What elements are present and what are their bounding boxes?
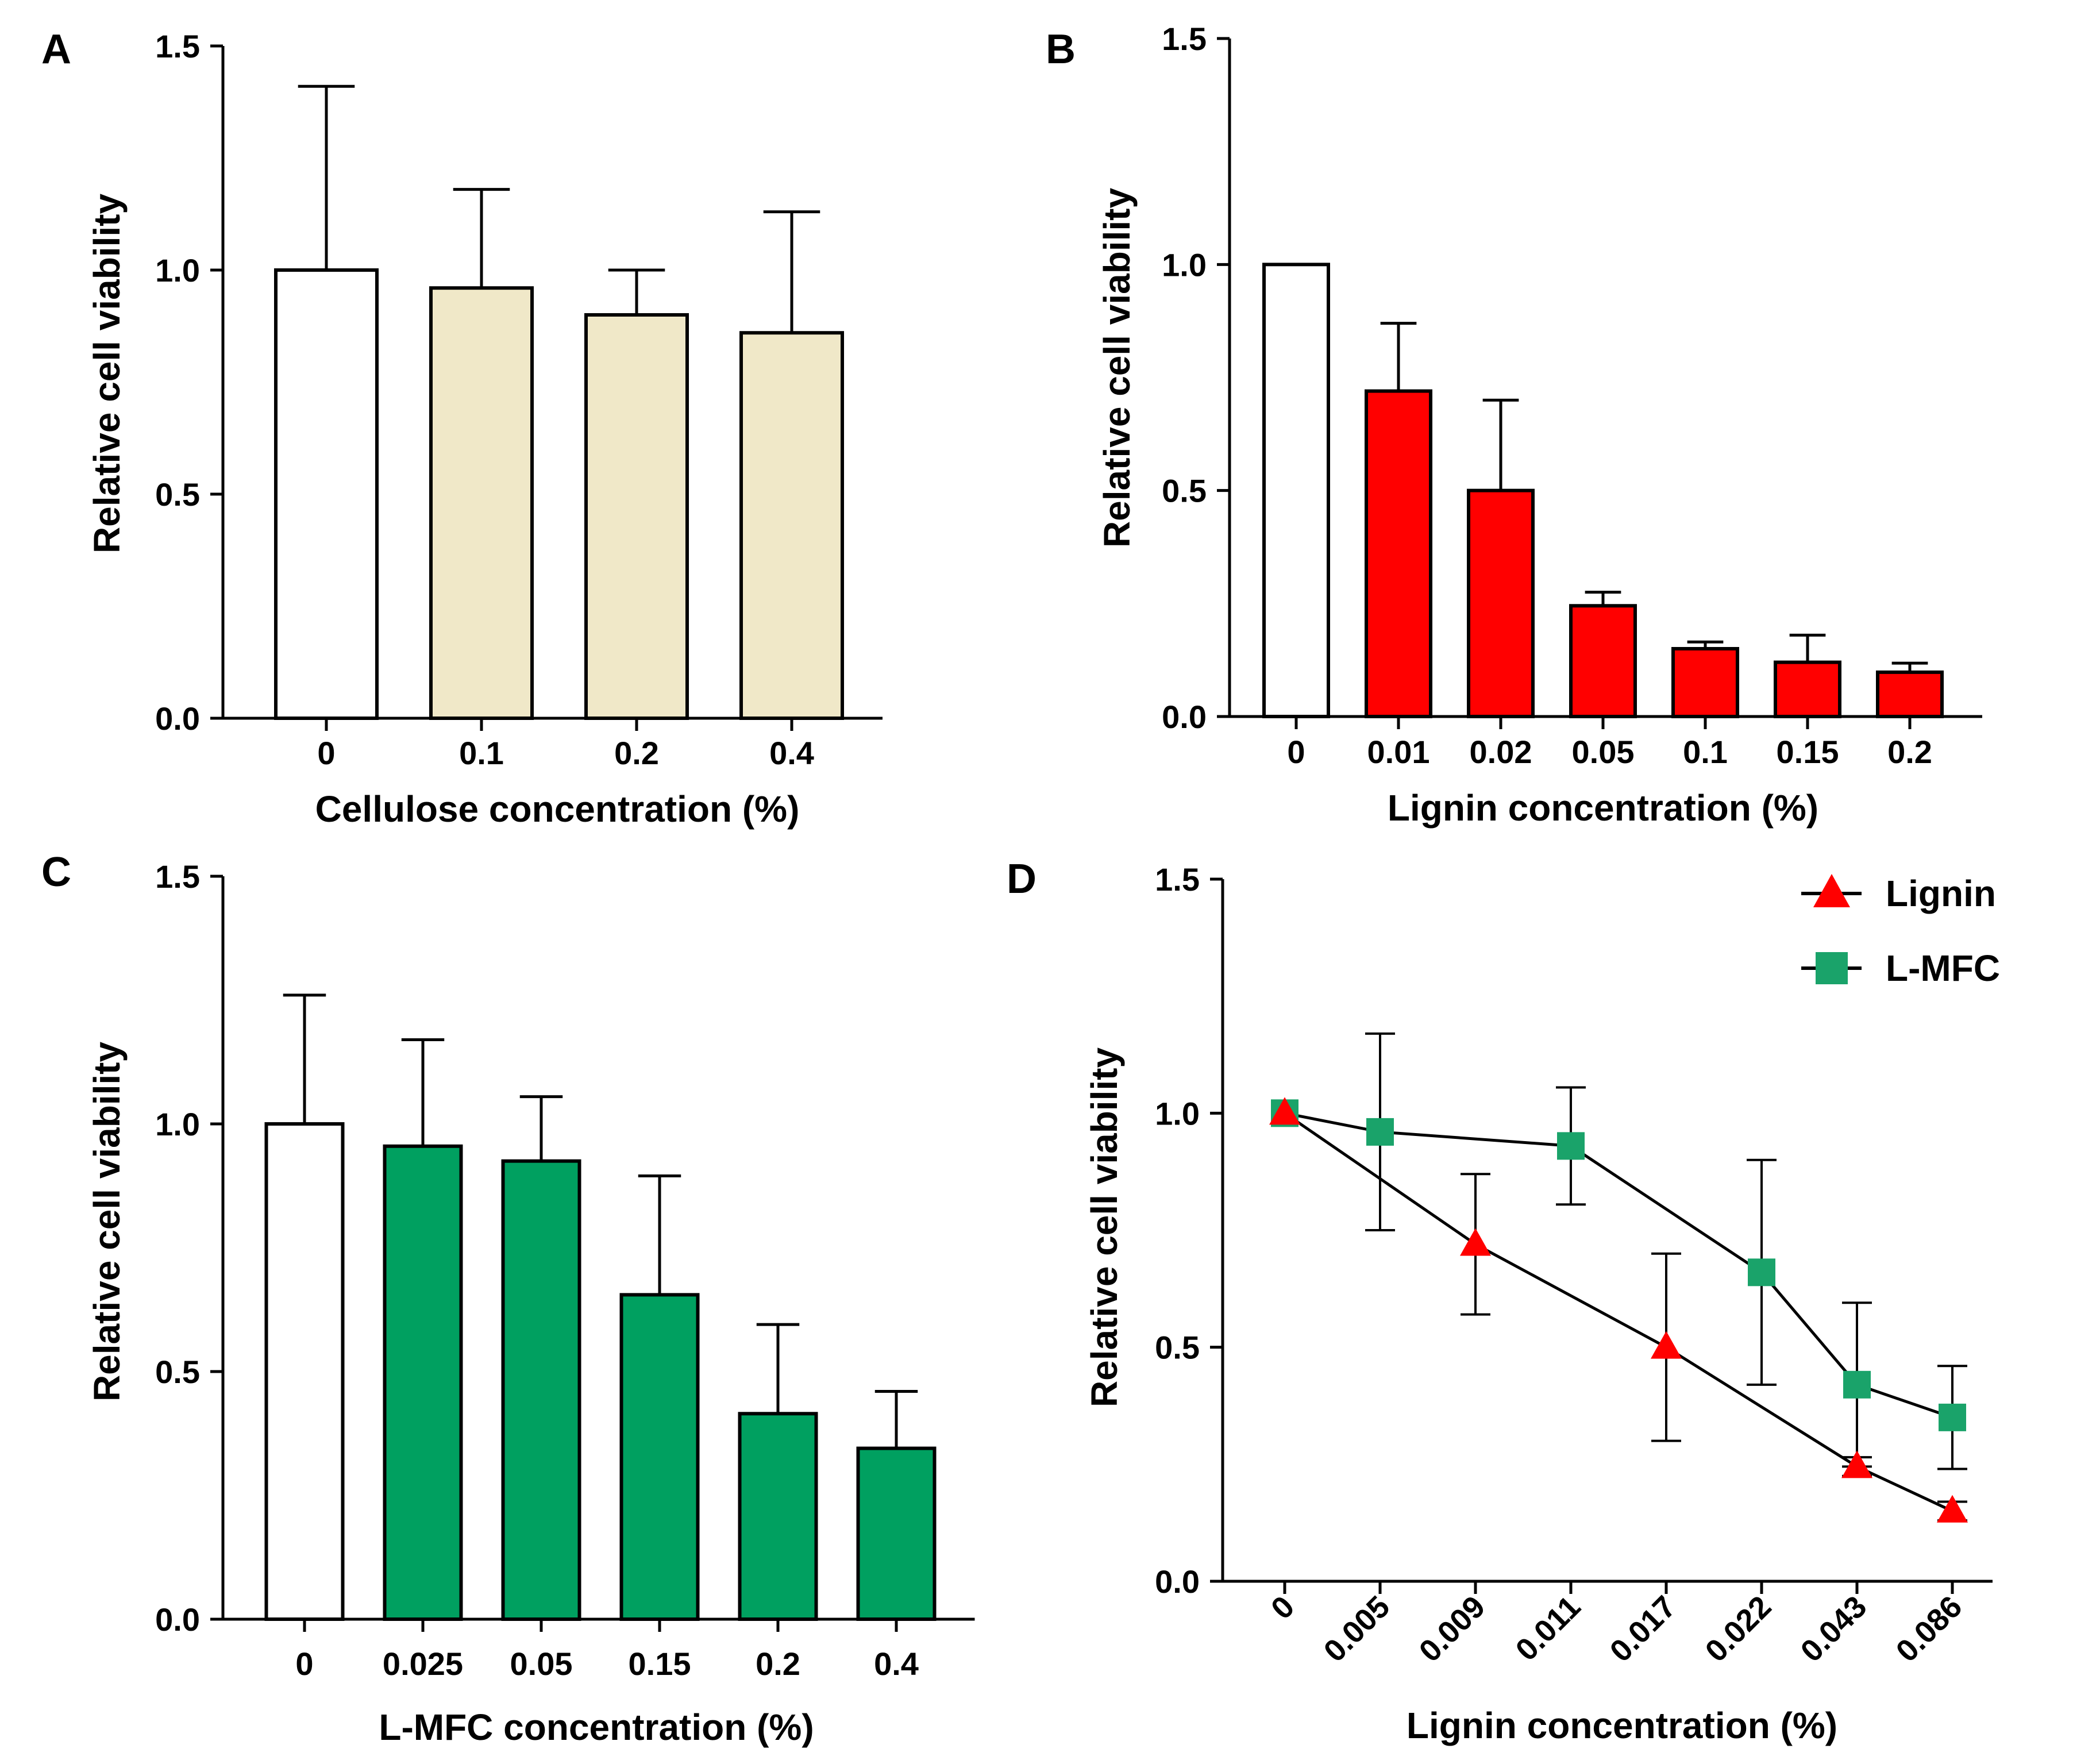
x-tick-label: 0.1 bbox=[459, 735, 504, 771]
x-tick-label: 0 bbox=[295, 1646, 313, 1682]
y-tick-label: 1.0 bbox=[155, 1106, 200, 1142]
x-axis-title: Lignin concentration (%) bbox=[1407, 1705, 1837, 1746]
y-tick-label: 1.0 bbox=[1162, 247, 1207, 283]
legend: Lignin L-MFC bbox=[1801, 873, 2000, 989]
y-tick-label: 1.5 bbox=[155, 28, 200, 64]
x-tick-label: 0.05 bbox=[1572, 734, 1635, 770]
bar bbox=[1467, 488, 1535, 719]
y-tick-label: 0.0 bbox=[155, 1601, 200, 1638]
y-tick-label: 1.5 bbox=[1155, 861, 1200, 898]
panel-letter: C bbox=[41, 849, 71, 895]
y-tick-label: 1.0 bbox=[155, 252, 200, 288]
x-tick-label: 0.02 bbox=[1470, 734, 1532, 770]
y-tick-label: 0.0 bbox=[1162, 699, 1207, 735]
data-point-lignin bbox=[1651, 1331, 1682, 1359]
x-tick-label: 0.025 bbox=[383, 1646, 463, 1682]
data-point-lignin bbox=[1460, 1228, 1491, 1256]
data-point-lignin bbox=[1841, 1450, 1872, 1478]
x-tick-label: 0.15 bbox=[629, 1646, 691, 1682]
x-tick-label: 0.043 bbox=[1794, 1589, 1874, 1669]
bar bbox=[1876, 670, 1944, 718]
y-tick-label: 0.0 bbox=[155, 700, 200, 737]
y-tick-label: 0.5 bbox=[1162, 473, 1207, 509]
y-axis-title: Relative cell viability bbox=[1096, 188, 1138, 548]
x-tick-label: 0.05 bbox=[510, 1646, 573, 1682]
data-point-l-mfc bbox=[1939, 1403, 1966, 1431]
panel-c: C 0.0 0.5 1.0 1.5 0 0.025 0.05 0.15 0.2 0.4 L-MFC c… bbox=[41, 849, 975, 1748]
x-tick-label: 0.2 bbox=[614, 735, 659, 771]
panel-a: A 0.0 0.5 1.0 1.5 0 0.1 0.2 0.4 Cellulose concent… bbox=[41, 26, 883, 830]
data-point-l-mfc bbox=[1843, 1370, 1871, 1399]
series-line-l-mfc bbox=[1284, 1111, 1953, 1419]
legend-marker-lignin bbox=[1813, 874, 1850, 907]
x-tick-label: 0.011 bbox=[1509, 1589, 1587, 1667]
data-point-lignin bbox=[1937, 1495, 1968, 1523]
y-tick-label: 0.0 bbox=[1155, 1563, 1200, 1600]
bar bbox=[1262, 263, 1330, 719]
x-tick-label: 0.009 bbox=[1413, 1589, 1492, 1669]
x-tick-label: 0.4 bbox=[769, 735, 814, 771]
bar bbox=[501, 1159, 581, 1621]
legend-marker-l-mfc bbox=[1816, 952, 1848, 984]
y-axis-title: Relative cell viability bbox=[86, 1042, 128, 1402]
data-point-l-mfc bbox=[1748, 1258, 1775, 1287]
x-tick-label: 0.15 bbox=[1777, 734, 1839, 770]
bar bbox=[383, 1144, 463, 1622]
y-tick-label: 1.5 bbox=[1162, 21, 1207, 57]
x-tick-label: 0.017 bbox=[1604, 1589, 1683, 1669]
x-tick-label: 0.022 bbox=[1699, 1589, 1778, 1669]
x-tick-label: 0.086 bbox=[1890, 1589, 1969, 1669]
x-tick-label: 0.2 bbox=[1887, 734, 1932, 770]
y-tick-label: 0.5 bbox=[155, 476, 200, 513]
data-point-l-mfc bbox=[1366, 1118, 1394, 1146]
y-tick-label: 1.0 bbox=[1155, 1095, 1200, 1131]
legend-label: Lignin bbox=[1886, 873, 1996, 914]
bar bbox=[1365, 389, 1432, 718]
x-tick-label: 0 bbox=[1265, 1589, 1301, 1626]
x-tick-label: 0.01 bbox=[1367, 734, 1430, 770]
bar bbox=[1569, 604, 1637, 719]
panel-letter: D bbox=[1007, 856, 1036, 902]
x-axis-title: Cellulose concentration (%) bbox=[315, 788, 800, 830]
y-tick-label: 1.5 bbox=[155, 858, 200, 895]
y-tick-label: 0.5 bbox=[1155, 1330, 1200, 1366]
legend-label: L-MFC bbox=[1886, 948, 2000, 989]
x-tick-label: 0.4 bbox=[874, 1646, 919, 1682]
x-tick-label: 0.1 bbox=[1683, 734, 1728, 770]
bar bbox=[856, 1446, 937, 1622]
y-tick-label: 0.5 bbox=[155, 1354, 200, 1390]
data-point-lignin bbox=[1269, 1097, 1300, 1125]
panel-letter: B bbox=[1046, 26, 1076, 72]
x-tick-label: 0 bbox=[1287, 734, 1305, 770]
bar bbox=[619, 1293, 700, 1621]
bar bbox=[264, 1122, 345, 1621]
series-line-lignin bbox=[1284, 1112, 1953, 1513]
x-tick-label: 0.005 bbox=[1317, 1589, 1397, 1669]
bar bbox=[429, 286, 534, 720]
bar bbox=[1671, 647, 1739, 718]
panel-letter: A bbox=[41, 26, 71, 72]
y-axis-title: Relative cell viability bbox=[1084, 1047, 1125, 1408]
x-axis-title: L-MFC concentration (%) bbox=[379, 1707, 814, 1748]
data-point-l-mfc bbox=[1557, 1132, 1585, 1160]
bar bbox=[739, 331, 844, 720]
y-axis-title: Relative cell viability bbox=[86, 194, 128, 554]
x-tick-label: 0 bbox=[317, 735, 335, 771]
bar bbox=[1774, 660, 1841, 718]
bar bbox=[274, 268, 379, 720]
panel-d: D0.00.51.01.50 0.005 0.009 0.011 0.017 0.022 0… bbox=[1007, 856, 2000, 1746]
x-tick-label: 0.2 bbox=[756, 1646, 800, 1682]
panel-b: B 0.0 0.5 1.0 1.5 0 0.01 0.02 0.05 0.1 0.15 0.2 Lign… bbox=[1046, 21, 1982, 829]
x-axis-title: Lignin concentration (%) bbox=[1388, 787, 1818, 829]
bar bbox=[584, 313, 689, 720]
bar bbox=[738, 1412, 818, 1622]
